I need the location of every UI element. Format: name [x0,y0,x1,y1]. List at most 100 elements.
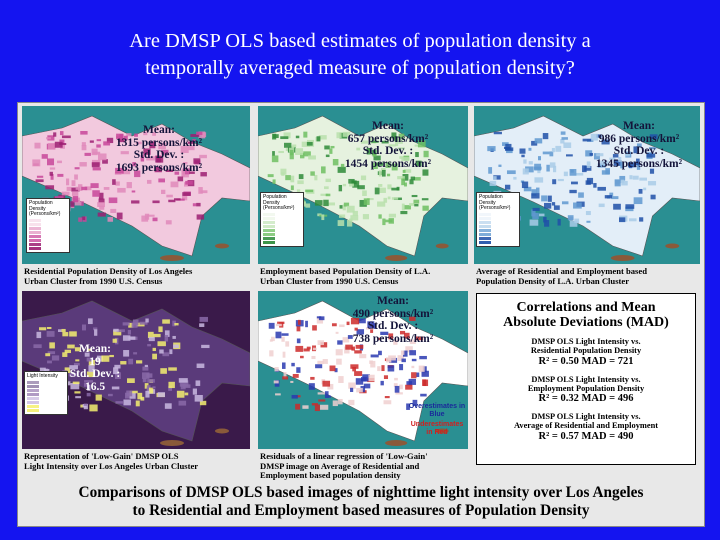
map-texture [557,218,561,226]
caption-line: Residuals of a linear regression of 'Low… [260,451,428,461]
map-texture [61,328,66,333]
map-texture [39,367,46,374]
map-texture [382,218,386,226]
map-texture [75,396,82,399]
map-texture [200,190,208,194]
map-texture [194,394,203,402]
map-texture [405,346,413,353]
map-texture [310,171,315,176]
map-texture [68,373,78,377]
map-texture [409,350,417,356]
land [22,300,250,442]
map-texture [173,198,181,201]
stat-line: Std. Dev. : [69,368,121,380]
map-texture [336,132,342,139]
map-texture [372,154,377,157]
map-texture [133,352,138,355]
map-texture [74,201,82,206]
map-texture [54,141,63,148]
map-texture [165,169,174,173]
map-texture [362,190,367,196]
map-texture [317,392,326,395]
map-texture [325,193,331,197]
map-texture [192,139,196,142]
map-texture [394,377,398,381]
legend-swatch [27,380,39,384]
map-texture [612,154,619,158]
map-texture [107,217,114,222]
map-texture [394,136,398,142]
map-texture [193,158,201,164]
map-texture [391,197,399,200]
legend-title: Light Intensity [27,373,58,379]
map-texture [387,365,395,372]
map-texture [377,366,381,372]
map-texture [152,217,158,222]
map-texture [196,363,205,368]
map-texture [173,344,179,348]
map-texture [152,353,158,360]
map-texture [147,344,152,347]
map-texture [144,383,149,389]
map-texture [370,137,377,144]
map-texture [178,378,188,383]
map-texture [332,158,339,166]
map-texture [388,333,394,340]
map-texture [569,220,578,227]
map-texture [192,388,197,395]
legend-swatch [479,224,491,228]
caption-line: Population Density of L.A. Urban Cluster [476,275,630,286]
map-texture [528,147,532,151]
map-texture [337,166,346,173]
map-texture [131,190,136,193]
map-texture [157,341,166,347]
map-texture [280,136,289,140]
map-texture [140,396,145,401]
map-texture [380,380,384,386]
map-texture [553,205,560,210]
map-texture [348,382,356,389]
legend-title: Population Density (Persons/km²) [29,200,61,217]
map-texture [172,335,176,339]
map-texture [574,218,580,224]
map-texture [356,329,365,335]
map-texture [346,205,355,213]
map-texture [312,347,317,351]
map-texture [322,359,328,364]
label-line: Employment Population Density [527,383,645,393]
map-texture [298,174,304,180]
map-texture [531,189,537,196]
map-texture [560,139,565,144]
correlation-stats: R² = 0.57 MAD = 490 [538,430,634,442]
map-texture [391,187,400,191]
map-texture [83,403,88,410]
map-texture [168,367,177,371]
map-texture [546,164,550,172]
map-texture [109,354,114,358]
map-texture [66,178,70,186]
map-texture [282,362,286,369]
map-texture [409,339,416,345]
map-texture [53,132,57,137]
map-texture [359,199,367,207]
map-texture [185,180,193,185]
map-texture [369,360,373,364]
map-texture [34,142,41,149]
map-texture [47,143,56,150]
map-texture [401,157,410,161]
map-texture [406,403,410,410]
correlation-title: Correlations and Mean Absolute Deviation… [477,300,695,330]
title-line: Absolute Deviations (MAD) [503,315,669,330]
map-texture [532,212,539,220]
map-texture [378,214,382,219]
map-texture [415,336,424,341]
map-texture [383,197,388,203]
caption-line: Representation of 'Low-Gain' DMSP OLS [24,451,179,461]
map-texture [403,205,411,210]
map-texture [549,151,554,157]
map-texture [292,144,297,148]
map-texture [636,143,642,148]
map-texture [329,365,336,372]
map-texture [278,150,284,154]
stat-line: 19 [89,355,101,368]
